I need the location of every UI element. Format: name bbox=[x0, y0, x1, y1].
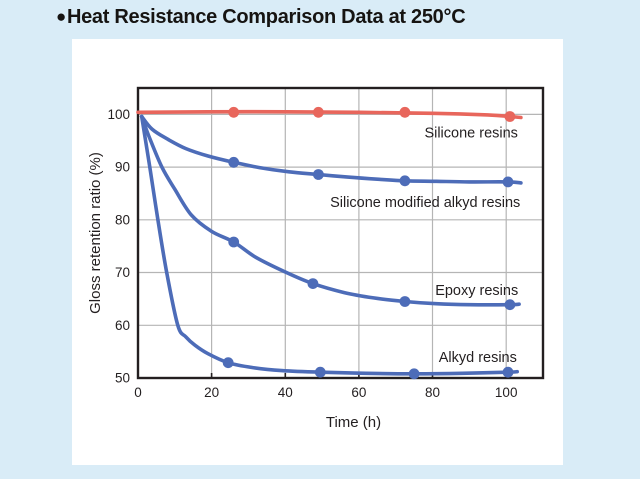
series-line-epoxy-resins bbox=[139, 114, 521, 307]
series-label-silicone-resins: Silicone resins bbox=[424, 126, 518, 142]
data-point-epoxy-resins bbox=[307, 278, 319, 289]
series-alkyd-resins: Alkyd resins bbox=[139, 114, 519, 380]
page-title-text: Heat Resistance Comparison Data at 250°C bbox=[66, 6, 466, 28]
plot-frame bbox=[136, 86, 545, 380]
data-point-silicone-resins bbox=[313, 106, 324, 118]
data-point-alkyd-resins bbox=[314, 366, 326, 378]
x-tick-label: 20 bbox=[204, 385, 219, 400]
x-tick-label: 60 bbox=[351, 385, 366, 400]
series-label-alkyd-resins: Alkyd resins bbox=[439, 350, 517, 366]
data-point-silicone-modified-alkyd-resins bbox=[313, 169, 324, 180]
y-tick-label: 100 bbox=[107, 107, 130, 122]
series-line-alkyd-resins bbox=[139, 114, 519, 376]
y-tick-label: 80 bbox=[115, 212, 130, 227]
data-point-alkyd-resins bbox=[408, 368, 420, 380]
y-tick-label: 90 bbox=[115, 160, 130, 175]
series-silicone-resins: Silicone resins bbox=[136, 106, 523, 142]
data-point-alkyd-resins bbox=[222, 357, 234, 369]
y-tick-label: 50 bbox=[115, 371, 130, 386]
series-line-silicone-modified-alkyd-resins bbox=[139, 114, 523, 185]
x-axis-title: Time (h) bbox=[326, 414, 381, 431]
data-point-silicone-resins bbox=[399, 106, 411, 118]
x-tick-label: 0 bbox=[134, 385, 142, 400]
series-silicone-modified-alkyd-resins: Silicone modified alkyd resins bbox=[139, 114, 523, 211]
data-point-silicone-modified-alkyd-resins bbox=[399, 175, 411, 187]
data-point-alkyd-resins bbox=[502, 366, 514, 378]
x-tick-label: 100 bbox=[495, 385, 518, 400]
heat-resistance-line-chart: Silicone resins Silicone modified alkyd r… bbox=[87, 86, 545, 431]
data-point-silicone-resins bbox=[504, 111, 516, 122]
y-tick-label: 60 bbox=[115, 318, 130, 333]
x-tick-label: 80 bbox=[425, 385, 440, 400]
series-label-silicone-modified-alkyd-resins: Silicone modified alkyd resins bbox=[330, 195, 520, 211]
x-tick-label: 40 bbox=[278, 385, 293, 400]
y-axis-title: Gloss retention ratio (%) bbox=[87, 152, 104, 314]
series-epoxy-resins: Epoxy resins bbox=[139, 114, 521, 311]
data-point-epoxy-resins bbox=[504, 299, 516, 311]
y-axis-labels: 50 60 70 80 90 100 bbox=[107, 107, 130, 386]
chart-panel: Silicone resins Silicone modified alkyd r… bbox=[72, 39, 563, 465]
data-point-silicone-modified-alkyd-resins bbox=[502, 176, 514, 188]
x-axis-labels: 0 20 40 60 80 100 bbox=[134, 385, 517, 400]
page-title: ●Heat Resistance Comparison Data at 250°… bbox=[56, 6, 466, 29]
series-label-epoxy-resins: Epoxy resins bbox=[435, 283, 518, 299]
title-bullet-icon: ● bbox=[56, 7, 66, 26]
data-point-silicone-resins bbox=[228, 106, 240, 118]
y-tick-label: 70 bbox=[115, 265, 130, 280]
data-point-epoxy-resins bbox=[399, 296, 411, 307]
data-point-epoxy-resins bbox=[228, 236, 240, 248]
data-point-silicone-modified-alkyd-resins bbox=[228, 156, 240, 168]
